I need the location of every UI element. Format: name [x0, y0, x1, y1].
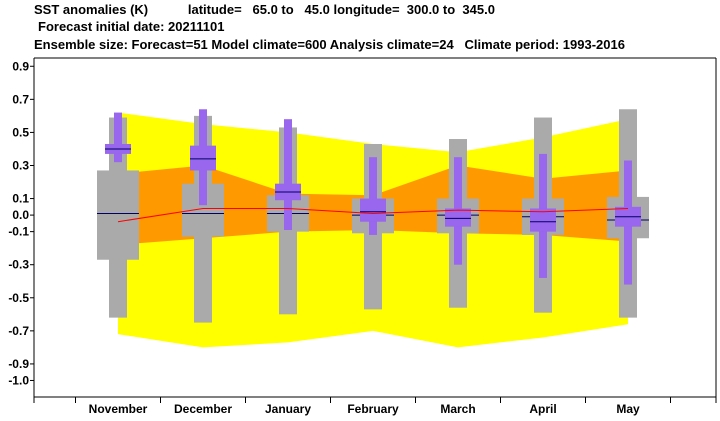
- x-tick-label: April: [529, 402, 556, 416]
- forecast-box: [445, 208, 471, 227]
- forecast-whisker: [284, 119, 292, 230]
- y-tick-label: 0.9: [12, 59, 29, 73]
- x-tick-label: November: [89, 402, 148, 416]
- x-tick-label: February: [347, 402, 399, 416]
- box-group-december: [182, 109, 224, 323]
- y-tick-label: 0.0: [12, 208, 29, 222]
- y-tick-label: -1.0: [8, 373, 29, 387]
- x-tick-label: May: [616, 402, 640, 416]
- y-tick-label: 0.1: [12, 192, 29, 206]
- x-tick-label: December: [174, 402, 232, 416]
- box-group-april: [522, 117, 564, 313]
- model-box: [97, 170, 139, 260]
- y-tick-label: 0.3: [12, 158, 29, 172]
- analysis-line: [117, 207, 629, 223]
- box-group-january: [267, 119, 309, 315]
- forecast-box: [360, 198, 386, 222]
- x-tick-label: January: [265, 402, 311, 416]
- forecast-box: [530, 208, 556, 232]
- forecast-box: [190, 145, 216, 171]
- forecast-whisker: [114, 112, 122, 163]
- y-tick-label: -0.9: [8, 357, 29, 371]
- box-group-may: [607, 109, 649, 318]
- y-tick-label: -0.5: [8, 291, 29, 305]
- forecast-date-line: Forecast initial date: 20211101: [38, 19, 225, 34]
- y-tick-label: -0.3: [8, 258, 29, 272]
- box-group-november: [97, 112, 139, 318]
- box-group-march: [437, 139, 479, 308]
- analysis-line-group: [117, 207, 629, 223]
- forecast-whisker: [369, 157, 377, 235]
- ensemble-info-line: Ensemble size: Forecast=51 Model climate…: [34, 37, 625, 52]
- chart-title-line: SST anomalies (K) latitude= 65.0 to 45.0…: [34, 2, 495, 17]
- box-plots: [97, 109, 649, 323]
- axes: 0.9 0.7 0.5 0.3 0.1 0.0 -0.1 -0.3 -0.5 -0.7 -0.9 -1…: [8, 57, 717, 416]
- x-tick-label: March: [440, 402, 475, 416]
- box-group-february: [352, 143, 394, 310]
- y-tick-label: -0.1: [8, 225, 29, 239]
- y-tick-label: 0.7: [12, 92, 29, 106]
- y-tick-label: -0.7: [8, 324, 29, 338]
- y-tick-label: 0.5: [12, 125, 29, 139]
